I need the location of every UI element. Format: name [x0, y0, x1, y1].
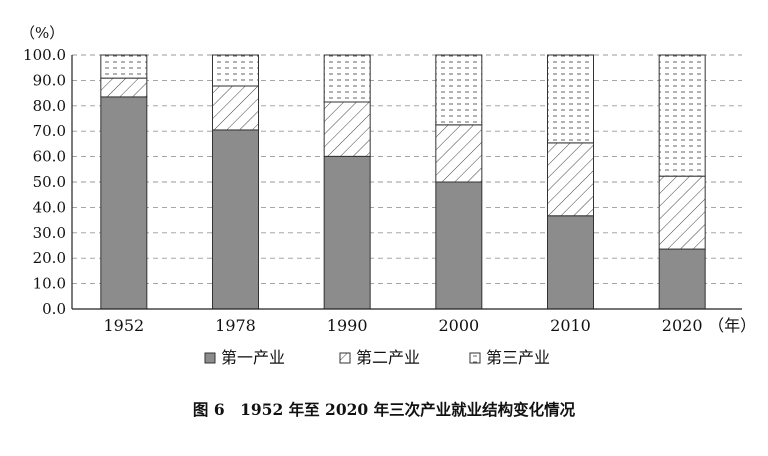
- bar-segment-2010-1: [547, 215, 594, 310]
- bar-segment-1978-1: [212, 129, 259, 310]
- chart-caption: 图 6 1952 年至 2020 年三次产业就业结构变化情况: [193, 400, 576, 419]
- axes: （%） 0.0 10.0 20.0 30.0 40.0 50.0 60.0 70.0 80.0 90…: [20, 24, 756, 335]
- bar-segment-1952-2: [100, 77, 148, 98]
- bar-segment-2010-3: [547, 54, 594, 144]
- legend: 第一产业 第二产业 第三产业: [204, 348, 550, 367]
- x-tick-label: 1952: [103, 316, 144, 335]
- y-tick-label: 70.0: [33, 122, 66, 140]
- bar-segment-2000-1: [435, 181, 483, 310]
- x-tick-label: 2020: [662, 316, 703, 335]
- bar-segment-1952-3: [100, 54, 148, 79]
- y-tick-label: 100.0: [23, 46, 66, 64]
- legend-swatch: [469, 352, 481, 364]
- x-tick-label: 2000: [438, 316, 479, 335]
- legend-label: 第三产业: [486, 348, 550, 367]
- bar-segment-2000-2: [435, 124, 483, 183]
- y-tick-label: 90.0: [33, 71, 66, 89]
- y-tick-label: 40.0: [33, 198, 66, 216]
- bar-segment-2020-2: [658, 175, 706, 250]
- bar-segment-2000-3: [435, 54, 483, 126]
- legend-label: 第二产业: [356, 348, 420, 367]
- bar-segment-2020-3: [658, 54, 706, 177]
- bar-segment-1990-2: [323, 101, 371, 157]
- grid-lines: [72, 54, 742, 285]
- y-tick-label: 50.0: [33, 173, 66, 191]
- y-axis-unit: （%）: [20, 24, 64, 42]
- bar-segment-1978-2: [212, 85, 259, 131]
- y-tick-label: 60.0: [33, 148, 66, 166]
- bar-segment-1978-3: [212, 54, 259, 87]
- legend-swatch: [339, 352, 351, 364]
- bars: [100, 54, 706, 310]
- y-tick-label: 10.0: [33, 275, 66, 293]
- y-tick-label: 0.0: [42, 300, 66, 318]
- x-tick-label: 2010: [550, 316, 591, 335]
- bar-segment-1990-1: [323, 155, 371, 310]
- y-tick-label: 80.0: [33, 97, 66, 115]
- bar-segment-2020-1: [658, 248, 706, 310]
- x-axis-unit: （年）: [708, 316, 756, 335]
- y-tick-label: 30.0: [33, 224, 66, 242]
- bar-segment-2010-2: [547, 142, 594, 217]
- x-tick-label: 1990: [327, 316, 368, 335]
- bar-segment-1952-1: [100, 96, 148, 310]
- legend-label: 第一产业: [221, 348, 285, 367]
- bar-segment-1990-3: [323, 54, 371, 103]
- legend-swatch: [204, 352, 216, 364]
- y-tick-label: 20.0: [33, 249, 66, 267]
- x-tick-label: 1978: [215, 316, 256, 335]
